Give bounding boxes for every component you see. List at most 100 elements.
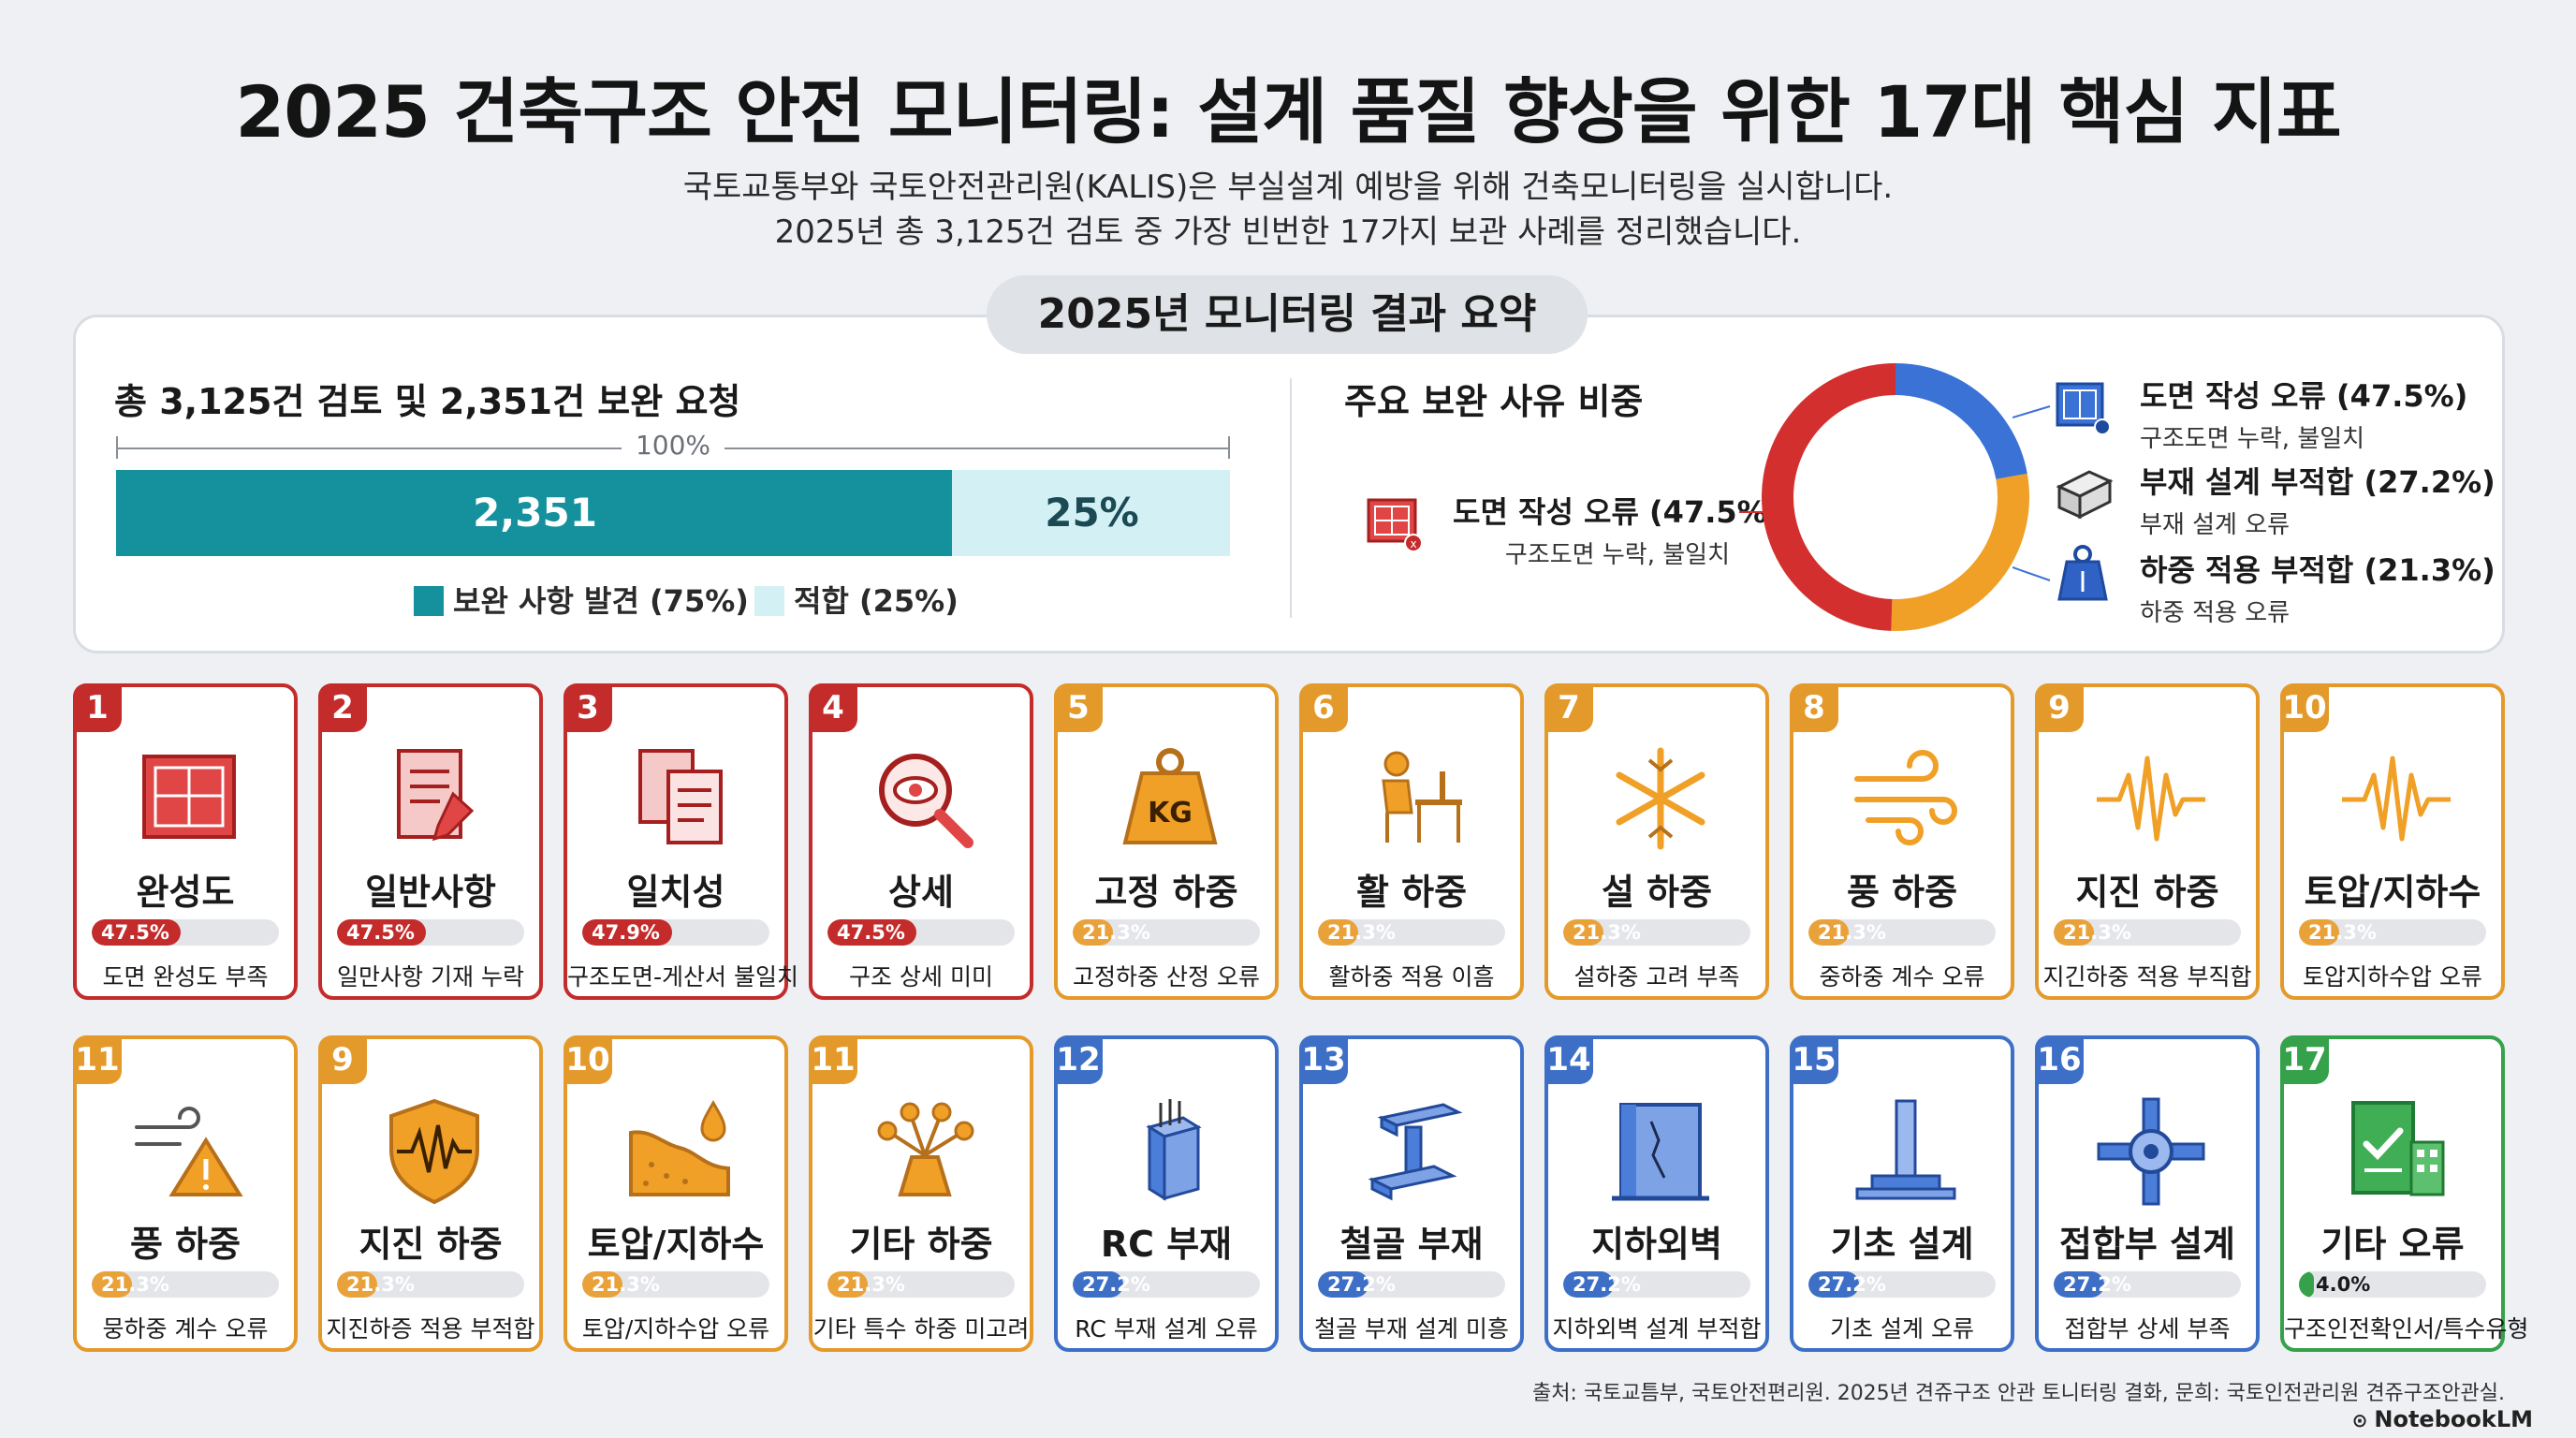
card-title: 풍 하중	[129, 1224, 242, 1265]
reason-share-title: 주요 보완 사유 비중	[1344, 381, 1644, 422]
indicator-card: 9 지진 하중 21.3% 지긴하중 적용 부직합	[2035, 683, 2260, 1000]
card-progress-fill	[827, 919, 916, 946]
card-number: 2	[318, 683, 367, 732]
card-title: 일반사항	[365, 872, 496, 913]
callout-member-title: 부재 설계 부적합 (27.2%)	[2140, 464, 2496, 500]
card-progress-fill	[1318, 919, 1358, 946]
card-title: 활 하중	[1355, 872, 1468, 913]
card-progress-bar	[827, 919, 1015, 946]
card-progress-bar	[2299, 1271, 2486, 1298]
document-pen-icon	[369, 738, 500, 859]
card-title: 철골 부재	[1339, 1224, 1484, 1265]
card-title: 기타 오류	[2320, 1224, 2465, 1265]
card-percent: 21.3%	[2308, 921, 2377, 944]
page-title: 2025 건축구조 안전 모니터링: 설계 품질 향상을 위한 17대 핵심 지…	[235, 70, 2341, 154]
card-progress-bar	[337, 1271, 524, 1298]
legend-found: 보완 사항 발견 (75%)	[414, 578, 749, 621]
scale-tick-left	[116, 436, 118, 459]
indicator-card: 14 지하외벽 27.2% 지하외벽 설계 부적합	[1544, 1035, 1769, 1352]
load-weight-icon	[2057, 545, 2108, 601]
magnifier-eye-icon	[859, 738, 990, 859]
left-callout: 도면 작성 오류 (47.5%) 구조도면 누락, 불일치	[1453, 489, 1780, 570]
rc-column-icon	[1105, 1090, 1236, 1211]
card-progress-fill	[582, 1271, 622, 1298]
card-number: 7	[1544, 683, 1593, 732]
donut-segment-drawing	[1762, 363, 1896, 631]
card-description: 토압/지하수압 오류	[581, 1315, 770, 1343]
reason-donut-chart	[1762, 363, 2029, 631]
wind-icon	[1840, 738, 1971, 859]
donut-segment-load	[1895, 363, 2027, 480]
card-progress-bar	[2054, 919, 2241, 946]
source-footer: 출처: 국토교틈부, 국토안전편리원. 2025년 견쥬구조 안관 토니터링 결…	[1531, 1382, 2505, 1405]
card-title: 기초 설계	[1830, 1224, 1974, 1265]
card-title: 토압/지하수	[2304, 872, 2481, 913]
card-number: 1	[73, 683, 122, 732]
card-progress-fill	[827, 1271, 868, 1298]
card-description: 고정하중 산정 오류	[1073, 963, 1260, 990]
left-callout-sub: 구조도면 누락, 불일치	[1504, 541, 1730, 569]
card-number: 3	[564, 683, 612, 732]
card-progress-fill	[1073, 919, 1113, 946]
card-number: 11	[809, 1035, 857, 1084]
snowflake-icon	[1595, 738, 1726, 859]
card-description: 접합부 상세 부족	[2064, 1315, 2231, 1343]
indicator-card: 12 RC 부재 27.2% RC 부재 설계 오류	[1054, 1035, 1279, 1352]
blueprint-icon	[124, 738, 255, 859]
summary-divider	[1290, 378, 1292, 618]
card-description: RC 부재 설계 오류	[1075, 1315, 1258, 1343]
card-progress-bar	[92, 919, 279, 946]
card-progress-fill	[2299, 919, 2339, 946]
indicator-card: 5 KG 고정 하중 21.3% 고정하중 산정 오류	[1054, 683, 1279, 1000]
callout-connectors	[2012, 405, 2051, 581]
indicator-card: 8 풍 하중 21.3% 중하중 계수 오류	[1790, 683, 2014, 1000]
card-progress-fill	[337, 1271, 377, 1298]
indicator-card: 2 일반사항 47.5% 일만사항 기재 누락	[318, 683, 543, 1000]
card-percent: 27.2%	[1082, 1273, 1150, 1296]
card-number: 8	[1790, 683, 1838, 732]
card-title: 기타 하중	[849, 1224, 993, 1265]
card-progress-fill	[92, 919, 181, 946]
card-number: 13	[1299, 1035, 1348, 1084]
card-progress-fill	[2054, 1271, 2105, 1298]
indicator-card: 9 지진 하중 21.3% 지진하증 적용 부적합	[318, 1035, 543, 1352]
card-progress-fill	[1808, 1271, 1860, 1298]
callout-load: 하중 적용 부적합 (21.3%) 하중 적용 오류	[2140, 547, 2496, 628]
card-description: 지하외벽 설계 부적합	[1552, 1315, 1762, 1343]
card-description: 기타 특수 하중 미고려	[812, 1315, 1030, 1343]
card-percent: 4.0%	[2316, 1273, 2371, 1296]
indicator-card: 13 철골 부재 27.2% 철골 부재 설계 미흥	[1299, 1035, 1524, 1352]
card-description: 토압지하수압 오류	[2303, 963, 2482, 990]
card-progress-bar	[1318, 1271, 1505, 1298]
card-progress-fill	[337, 919, 426, 946]
card-description: 구조도면-게산서 불일치	[567, 963, 798, 990]
brand-label: ⊙ NotebookLM	[2352, 1406, 2533, 1432]
card-progress-bar	[1073, 919, 1260, 946]
callout-connector-anchor	[2029, 391, 2030, 392]
review-bar-fill	[116, 470, 952, 556]
card-progress-bar	[582, 919, 769, 946]
indicator-card: 10 토압/지하수 21.3% 토압/지하수압 오류	[564, 1035, 788, 1352]
card-description: 구조 상세 미미	[849, 963, 993, 990]
card-title: 상세	[888, 872, 954, 913]
seismic-wave-icon	[2086, 738, 2217, 859]
card-number: 10	[2280, 683, 2329, 732]
card-number: 16	[2035, 1035, 2084, 1084]
card-percent: 47.9%	[592, 921, 660, 944]
card-number: 5	[1054, 683, 1103, 732]
legend-swatch-found	[414, 586, 444, 616]
card-number: 10	[564, 1035, 612, 1084]
indicator-card: 11 풍 하중 21.3% 뭉하중 계수 오류	[73, 1035, 298, 1352]
card-description: 철골 부재 설계 미흥	[1314, 1315, 1509, 1343]
card-percent: 21.3%	[837, 1273, 905, 1296]
card-title: RC 부재	[1100, 1224, 1233, 1265]
card-percent: 21.3%	[1573, 921, 1641, 944]
legend-swatch-ok	[754, 586, 784, 616]
review-bar-rest: 25%	[1045, 490, 1139, 536]
card-description: 지진하증 적용 부적합	[326, 1315, 535, 1343]
card-description: 중하중 계수 오류	[1819, 963, 1985, 990]
card-progress-bar	[1808, 919, 1996, 946]
scale-label: 100%	[622, 430, 724, 461]
card-progress-fill	[1563, 919, 1603, 946]
card-progress-bar	[92, 1271, 279, 1298]
